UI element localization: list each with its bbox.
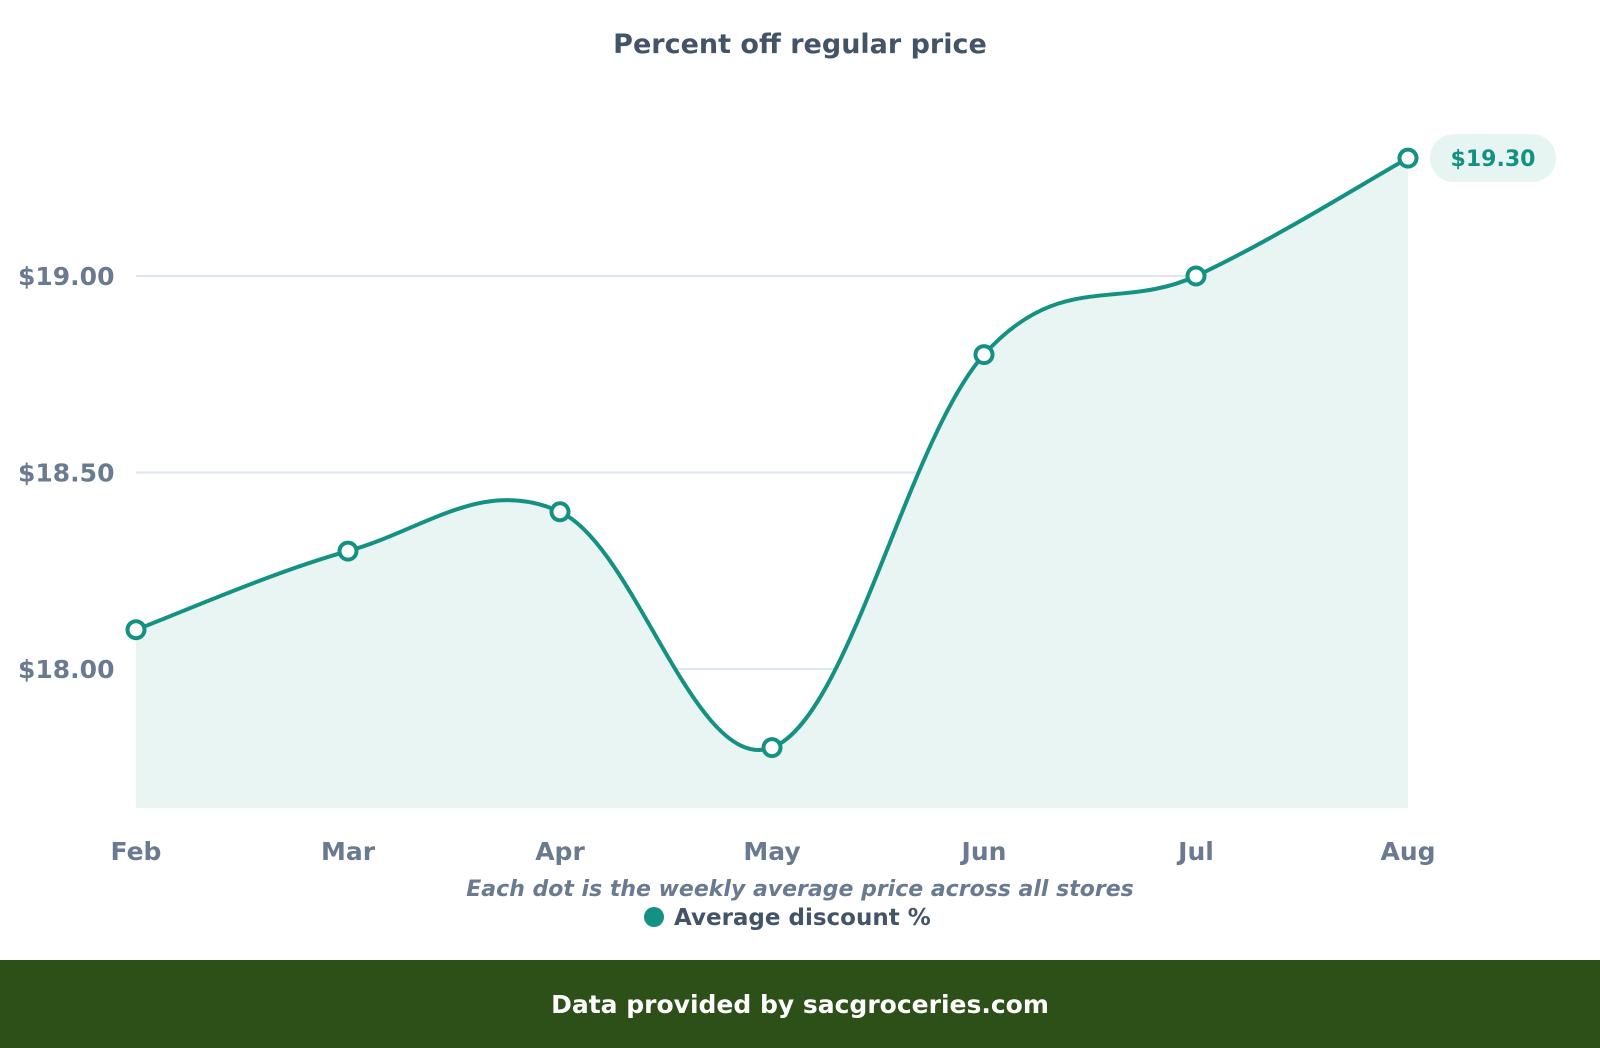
x-tick-label: Apr	[535, 837, 585, 866]
data-point	[337, 540, 359, 562]
price-chart: Percent off regular price $18.00$18.50$1…	[18, 29, 1556, 931]
data-point	[761, 737, 783, 759]
x-axis-ticks: Feb Mar Apr May Jun Jul Aug	[111, 837, 1436, 866]
series-area	[136, 158, 1408, 809]
y-tick-label: $19.00	[18, 262, 114, 291]
x-tick-label: Mar	[321, 837, 376, 866]
data-point	[1397, 147, 1419, 169]
x-tick-label: Aug	[1380, 837, 1435, 866]
legend-marker	[644, 907, 664, 927]
chart-title: Percent off regular price	[613, 29, 987, 60]
chart-note: Each dot is the weekly average price acr…	[466, 877, 1133, 902]
y-tick-label: $18.50	[18, 459, 114, 488]
data-point	[1185, 265, 1207, 287]
legend-label: Average discount %	[674, 905, 931, 931]
x-tick-label: Feb	[111, 837, 162, 866]
x-tick-label: May	[743, 837, 800, 866]
y-axis-ticks: $18.00 $18.50 $19.00	[18, 262, 114, 684]
data-point	[125, 619, 147, 641]
data-point	[973, 344, 995, 366]
x-tick-label: Jun	[960, 837, 1007, 866]
y-tick-label: $18.00	[18, 655, 114, 684]
legend: Average discount %	[644, 905, 931, 931]
footer-credit: Data provided by sacgroceries.com	[0, 960, 1600, 1048]
series-points	[125, 147, 1419, 759]
last-value-callout: $19.30	[1430, 134, 1556, 183]
x-tick-label: Jul	[1176, 837, 1214, 866]
callout-value: $19.30	[1451, 147, 1536, 172]
data-point	[549, 501, 571, 523]
callout-bubble	[1430, 134, 1556, 183]
